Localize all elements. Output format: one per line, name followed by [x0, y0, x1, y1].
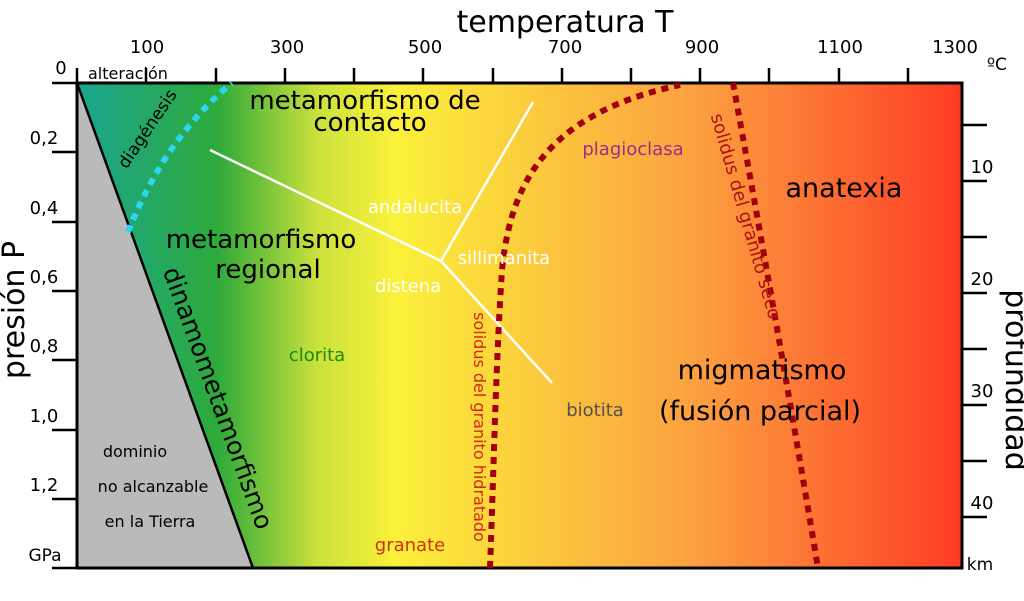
- distena-label: distena: [375, 276, 441, 297]
- top-tick-label: 900: [685, 37, 719, 58]
- top-tick-labels: 100 300 500 700 900 1100 1300: [130, 37, 978, 58]
- dry-granite-solidus: [730, 82, 821, 569]
- top-tick-label: 1300: [932, 37, 978, 58]
- left-tick-label: 0: [55, 58, 66, 79]
- hydrated-solidus-label: solidus del granito hidratado: [470, 312, 489, 542]
- diagenesis-boundary: [125, 80, 234, 234]
- right-tick-label: 20: [971, 269, 994, 290]
- left-tick-label: 1,2: [30, 475, 59, 496]
- top-tick-label: 700: [548, 37, 582, 58]
- left-tick-labels: 0 0,2 0,4 0,6 0,8 1,0 1,2: [30, 58, 67, 496]
- alteracion-label: alteración: [88, 64, 168, 83]
- left-tick-label: 0,8: [30, 336, 59, 357]
- unreachable-domain-label-1: dominio: [103, 442, 167, 461]
- right-tick-labels: 10 20 30 40: [971, 157, 994, 514]
- top-tick-label: 500: [408, 37, 442, 58]
- top-axis-title: temperatura T: [456, 5, 674, 40]
- right-tick-label: 30: [971, 381, 994, 402]
- anatexia-label: anatexia: [786, 173, 903, 204]
- clorita-label: clorita: [289, 345, 345, 366]
- top-tick-label: 100: [130, 37, 164, 58]
- unreachable-domain-label-3: en la Tierra: [105, 512, 196, 531]
- plagioclasa-label: plagioclasa: [582, 139, 683, 160]
- top-tick-label: 300: [270, 37, 304, 58]
- plot-frame: [75, 81, 964, 570]
- contact-metamorphism-label-2: contacto: [313, 108, 426, 138]
- left-axis-title: presión P: [0, 241, 32, 379]
- contact-metamorphism-label-1: metamorfismo de: [249, 86, 480, 116]
- regional-metamorphism-label-2: regional: [215, 255, 320, 285]
- left-tick-label: 1,0: [30, 406, 59, 427]
- migmatismo-label: migmatismo: [678, 355, 847, 386]
- right-axis-unit: km: [967, 555, 993, 575]
- unreachable-domain-label-2: no alcanzable: [98, 477, 209, 496]
- right-tick-label: 10: [971, 157, 994, 178]
- left-tick-label: 0,6: [30, 267, 59, 288]
- right-axis-title: profundidad: [998, 289, 1024, 471]
- biotita-label: biotita: [566, 400, 624, 421]
- top-axis-unit: ºC: [987, 55, 1007, 75]
- top-tick-label: 1100: [817, 37, 863, 58]
- left-tick-label: 0,2: [30, 128, 59, 149]
- aluminosilicate-lines: [209, 101, 553, 384]
- andalucita-label: andalucita: [368, 197, 462, 218]
- dynamometamorphism-line: [75, 82, 255, 569]
- sillimanita-label: sillimanita: [458, 248, 550, 269]
- granate-label: granate: [375, 535, 445, 556]
- regional-metamorphism-label-1: metamorfismo: [166, 225, 357, 255]
- fusion-parcial-label: (fusión parcial): [659, 396, 861, 427]
- left-tick-label: 0,4: [30, 198, 59, 219]
- top-axis-ticks: [75, 68, 910, 83]
- left-axis-ticks: [52, 81, 77, 570]
- right-tick-label: 40: [971, 493, 994, 514]
- right-axis-ticks: [962, 123, 987, 519]
- left-axis-unit: GPa: [28, 546, 61, 566]
